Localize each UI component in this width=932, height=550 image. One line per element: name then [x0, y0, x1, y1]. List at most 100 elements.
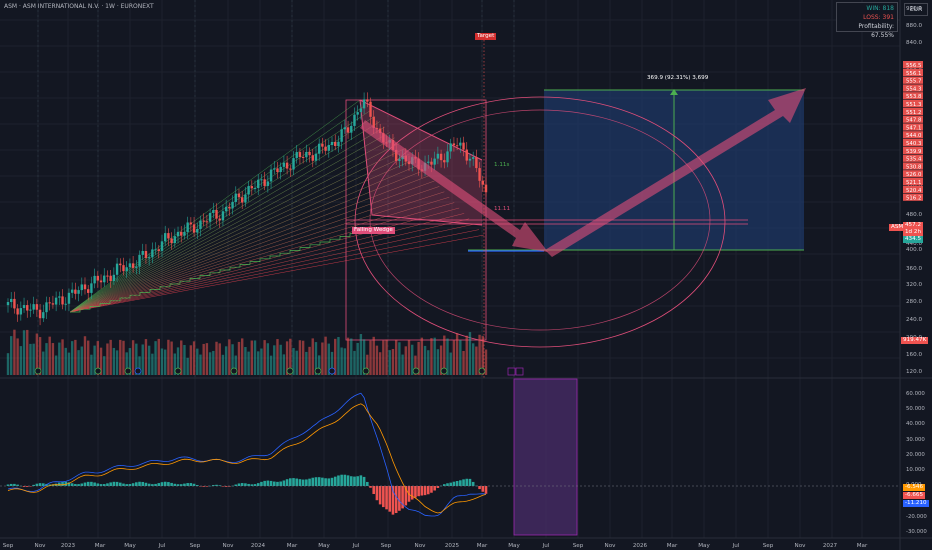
level-tag-text: 526.0	[906, 172, 922, 178]
candle-body	[131, 263, 135, 268]
candle-body	[199, 220, 202, 229]
volume-bar	[340, 347, 343, 375]
time-axis[interactable]: Sep Nov 2023 Mar May Jul Sep Nov 2024 Mar May Jul Se…	[3, 543, 868, 549]
candle-body	[337, 141, 340, 147]
volume-bar	[215, 341, 218, 375]
volume-bar	[343, 348, 347, 375]
histogram-bar	[285, 479, 289, 486]
histogram-bar	[25, 486, 29, 487]
histogram-bar	[324, 478, 327, 486]
volume-bar	[462, 351, 465, 375]
candle-body	[87, 289, 90, 293]
level-tag-bg	[903, 154, 923, 162]
fan-line-12	[69, 164, 420, 313]
volume-bar	[192, 341, 196, 375]
signal-line	[7, 403, 487, 514]
candle-body	[141, 250, 144, 255]
candle-body	[77, 290, 80, 294]
volume-bar	[295, 350, 298, 375]
histogram-bar	[38, 483, 42, 486]
candle-body	[48, 302, 51, 304]
level-tag-bg	[903, 178, 923, 186]
candle-body	[70, 289, 74, 293]
histogram-bar	[221, 486, 225, 487]
level-tag-text: 547.8	[906, 118, 922, 124]
candle-body	[266, 181, 270, 186]
histogram-bar	[80, 483, 84, 486]
event-marker	[94, 367, 102, 375]
time-tick: May	[318, 543, 330, 549]
volume-bar	[205, 343, 209, 375]
candle-body	[147, 257, 151, 259]
oscillator-axis[interactable]: 60.00050.00040.00030.00020.00010.0000.00…	[906, 391, 927, 535]
volume-bar	[77, 350, 80, 375]
histogram-bar	[462, 479, 465, 486]
candle-body	[151, 249, 154, 258]
histogram-bar	[93, 482, 96, 486]
histogram-bar	[212, 485, 215, 486]
histogram-bar	[436, 486, 440, 488]
fan-line-8	[69, 142, 400, 313]
histogram-bar	[385, 486, 388, 510]
time-tick: Nov	[223, 543, 235, 549]
candle-body	[350, 125, 353, 133]
event-markers	[34, 40, 524, 378]
candle-body	[263, 179, 266, 186]
histogram-bar	[426, 486, 430, 495]
up-arrow	[545, 88, 806, 257]
time-tick: Jul	[732, 543, 740, 549]
histogram-bar	[465, 478, 469, 486]
level-tag-text: 521.1	[906, 180, 921, 186]
candle-body	[340, 129, 343, 142]
volume-bar	[231, 344, 234, 375]
volume-bar	[112, 347, 116, 375]
candle-body	[295, 152, 298, 159]
histogram-bar	[90, 481, 93, 486]
level-tag-bg	[903, 84, 923, 92]
candle-body	[205, 221, 209, 223]
candle-body	[317, 143, 321, 154]
volume-bar	[74, 339, 77, 375]
candle-body	[471, 157, 475, 159]
candle-body	[122, 265, 125, 272]
event-marker	[286, 367, 294, 375]
candle-body	[138, 254, 141, 267]
histogram-bar	[205, 486, 209, 487]
volume-bar	[199, 354, 202, 375]
wedge-mid-value: 11.11	[494, 206, 511, 212]
candle-body	[54, 297, 58, 305]
candle-body	[186, 222, 189, 233]
volume-bar	[378, 352, 382, 375]
time-tick: Jul	[542, 543, 550, 549]
volume-bar	[298, 340, 302, 375]
histogram-bar	[314, 477, 318, 486]
volume-bar	[13, 329, 16, 375]
volume-bar	[90, 354, 93, 375]
volume-bar	[160, 348, 164, 375]
fan-line-25	[69, 234, 485, 313]
volume-bar	[64, 347, 67, 375]
candle-body	[452, 143, 456, 146]
candle-body	[228, 206, 231, 209]
histogram-bar	[266, 480, 270, 486]
volume-bar	[10, 336, 13, 375]
volume-bar	[240, 338, 244, 375]
volume-bar	[106, 343, 109, 375]
volume-bar	[305, 351, 308, 375]
volume-bar	[180, 340, 183, 375]
candle-body	[176, 231, 180, 237]
price-tick: 320.0	[906, 282, 922, 288]
candle-body	[128, 263, 132, 268]
histogram-bar	[449, 482, 453, 486]
histogram-bar	[64, 481, 68, 486]
volume-bar	[260, 348, 263, 375]
volume-bar	[398, 342, 401, 375]
currency-button[interactable]: EUR	[904, 3, 928, 16]
time-tick: Sep	[763, 543, 774, 549]
fan-line-15	[69, 180, 435, 313]
histogram-bar	[138, 481, 141, 486]
volume-bar	[212, 350, 215, 375]
volume-bar	[22, 330, 26, 375]
histogram-bar	[369, 486, 372, 488]
